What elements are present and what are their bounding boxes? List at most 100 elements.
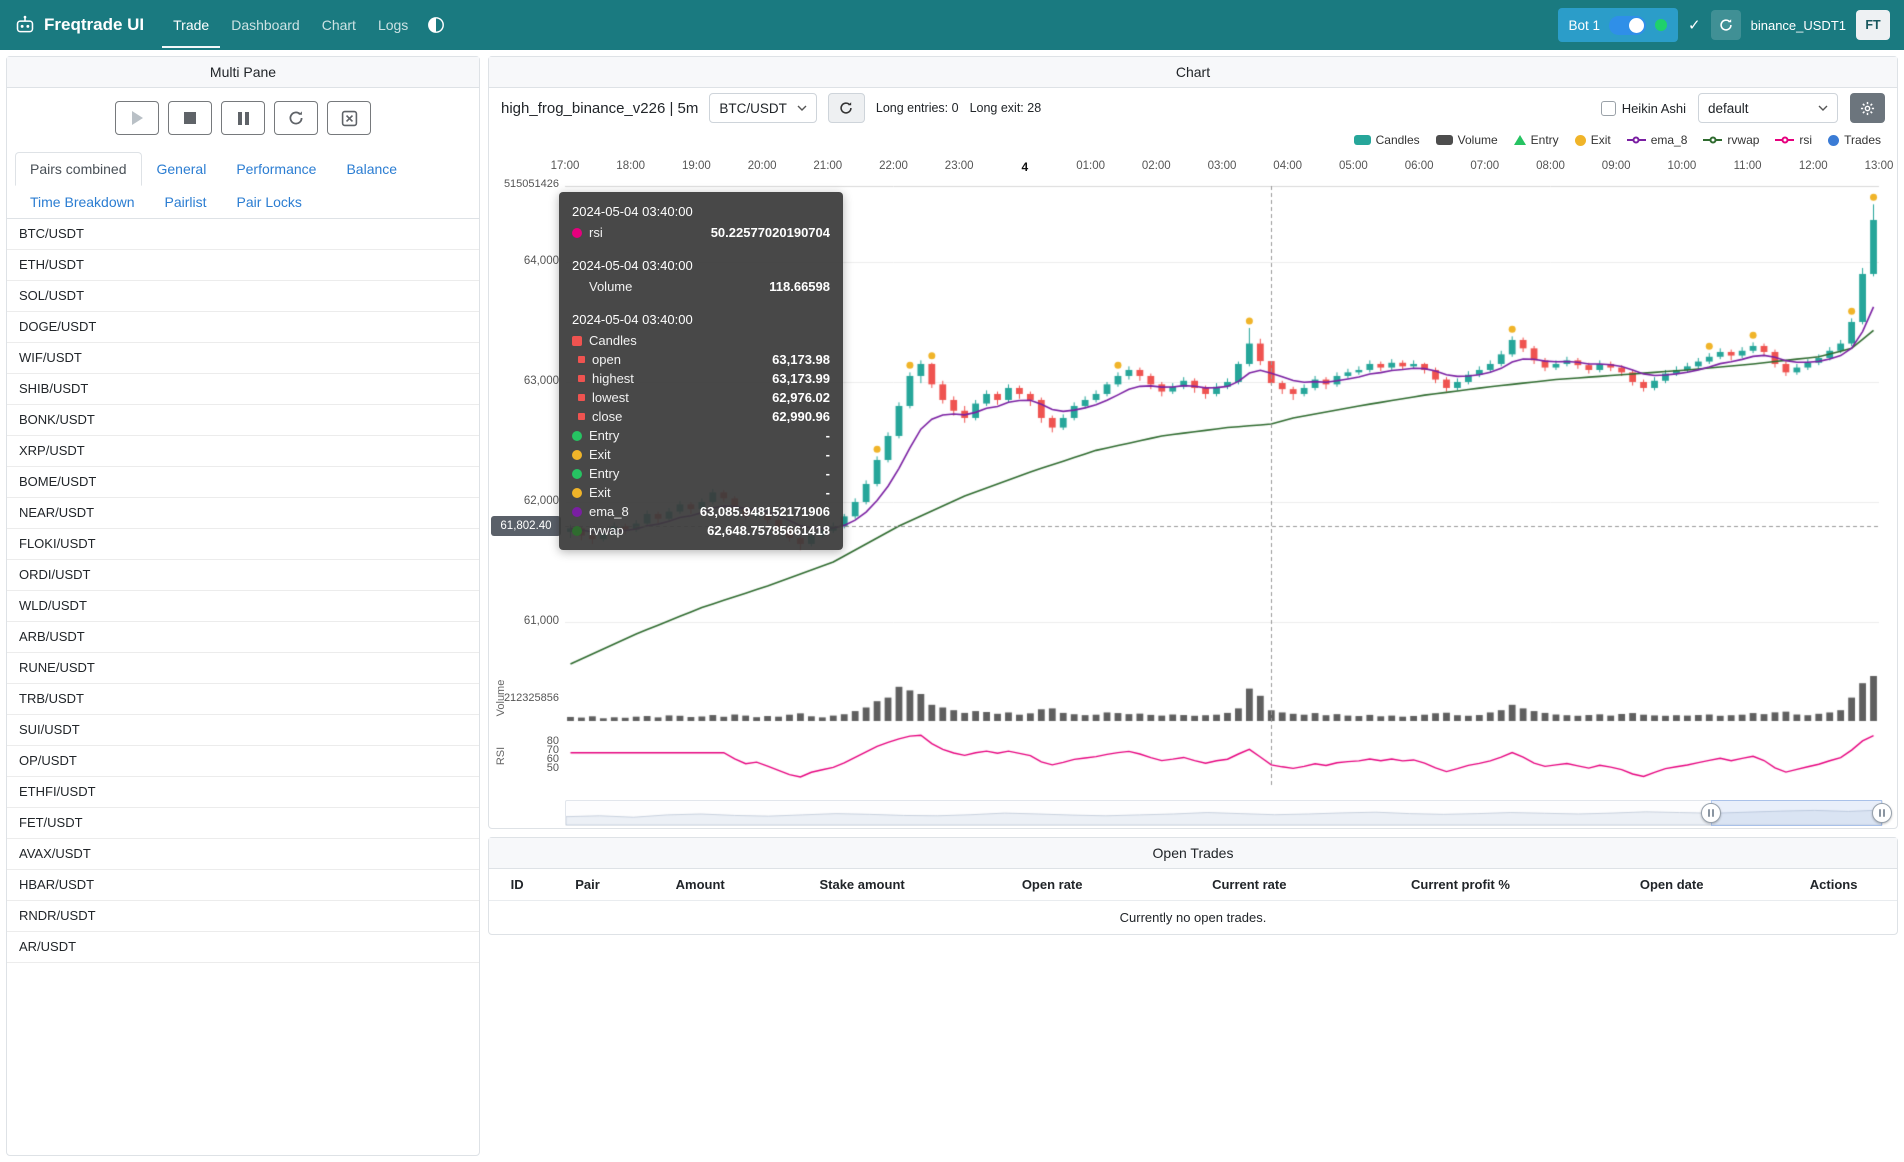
legend-item-ema-8[interactable]: ema_8 — [1626, 133, 1688, 147]
nav-item-trade[interactable]: Trade — [162, 2, 221, 48]
pair-list-item[interactable]: AVAX/USDT — [7, 839, 479, 870]
tooltip-value: 63,173.98 — [772, 352, 830, 367]
datazoom-right-handle[interactable] — [1872, 803, 1892, 823]
pair-list-item[interactable]: SUI/USDT — [7, 715, 479, 746]
column-current-rate: Current rate — [1150, 869, 1348, 901]
legend-item-trades[interactable]: Trades — [1828, 133, 1881, 147]
stop-button[interactable] — [168, 101, 212, 135]
nav-item-dashboard[interactable]: Dashboard — [231, 17, 300, 33]
legend-item-rvwap[interactable]: rvwap — [1703, 133, 1759, 147]
brand[interactable]: Freqtrade UI — [14, 14, 144, 36]
datazoom-slider[interactable] — [565, 800, 1892, 826]
nav-item-logs[interactable]: Logs — [377, 17, 409, 33]
column-actions: Actions — [1770, 869, 1897, 901]
pair-list-item[interactable]: FET/USDT — [7, 808, 479, 839]
pair-list-item[interactable]: ARB/USDT — [7, 622, 479, 653]
pair-list: BTC/USDT ETH/USDT SOL/USDT DOGE/USDT WIF/USD… — [7, 219, 479, 963]
candles-legend-icon — [1353, 135, 1371, 145]
chevron-down-icon — [1818, 105, 1828, 111]
theme-moon-icon — [428, 17, 445, 33]
long-exits-count: Long exit: 28 — [969, 101, 1042, 115]
theme-toggle-button[interactable] — [427, 16, 445, 34]
plot-config-select[interactable]: default — [1698, 93, 1838, 123]
tab-pair-locks[interactable]: Pair Locks — [236, 194, 302, 210]
tab-time-breakdown[interactable]: Time Breakdown — [30, 194, 135, 210]
pair-list-item[interactable]: HBAR/USDT — [7, 870, 479, 901]
pair-list-item[interactable]: SHIB/USDT — [7, 374, 479, 405]
tooltip-row-lowest: lowest 62,976.02 — [572, 388, 830, 407]
pair-list-item[interactable]: FLOKI/USDT — [7, 529, 479, 560]
chart-panel-header: Chart — [489, 57, 1897, 88]
tooltip-label: lowest — [592, 390, 629, 405]
legend-item-candles[interactable]: Candles — [1353, 133, 1420, 147]
tooltip-row-rsi: rsi 50.22577020190704 — [572, 223, 830, 242]
pair-list-item[interactable]: ETHFI/USDT — [7, 777, 479, 808]
tooltip-label: rsi — [589, 225, 603, 240]
pair-list-item[interactable]: ORDI/USDT — [7, 560, 479, 591]
exit-legend-icon — [1574, 134, 1586, 146]
cancel-orders-button[interactable] — [327, 101, 371, 135]
chevron-down-icon — [797, 105, 807, 111]
pair-list-item[interactable]: NEAR/USDT — [7, 498, 479, 529]
legend-label: Entry — [1530, 133, 1559, 147]
main-content: Multi Pane Pairs combined General Performa… — [0, 50, 1904, 1162]
nav-item-chart[interactable]: Chart — [321, 17, 356, 33]
pair-list-item[interactable]: DOGE/USDT — [7, 312, 479, 343]
pair-list-item[interactable]: AR/USDT — [7, 932, 479, 963]
tooltip-label: Entry — [589, 428, 620, 443]
pair-list-item[interactable]: RUNE/USDT — [7, 653, 479, 684]
tooltip-label: highest — [592, 371, 634, 386]
pair-select[interactable]: BTC/USDT — [709, 93, 817, 123]
chart-legend: Candles Volume Entry Exit ema_8 rvwap rsi Trade… — [489, 128, 1897, 152]
tab-general[interactable]: General — [156, 161, 207, 177]
trades-legend-icon — [1828, 134, 1840, 146]
pair-list-item[interactable]: TRB/USDT — [7, 684, 479, 715]
pair-list-item[interactable]: BOME/USDT — [7, 467, 479, 498]
login-name: binance_USDT1 — [1750, 17, 1846, 33]
pair-list-item[interactable]: XRP/USDT — [7, 436, 479, 467]
bot-selector[interactable]: Bot 1 — [1557, 8, 1679, 42]
pair-list-item[interactable]: SOL/USDT — [7, 281, 479, 312]
tooltip-label: open — [592, 352, 621, 367]
pair-list-item[interactable]: RNDR/USDT — [7, 901, 479, 932]
pair-list-item[interactable]: WIF/USDT — [7, 343, 479, 374]
start-button[interactable] — [115, 101, 159, 135]
tooltip-value: 62,976.02 — [772, 390, 830, 405]
datazoom-left-handle[interactable] — [1700, 803, 1721, 823]
tab-balance[interactable]: Balance — [346, 161, 398, 177]
bot-ok-check-icon: ✓ — [1688, 17, 1701, 34]
pause-button[interactable] — [221, 101, 265, 135]
reload-config-button[interactable] — [274, 101, 318, 135]
rsi-marker-icon — [572, 227, 582, 238]
pair-list-item[interactable]: BTC/USDT — [7, 219, 479, 250]
pair-list-item[interactable]: BONK/USDT — [7, 405, 479, 436]
tooltip-timestamp: 2024-05-04 03:40:00 — [572, 204, 693, 219]
tooltip-value: 62,990.96 — [772, 409, 830, 424]
legend-item-entry[interactable]: Entry — [1513, 133, 1559, 147]
right-column: Chart high_frog_binance_v226 | 5m BTC/US… — [488, 56, 1898, 1156]
tooltip-value: 118.66598 — [769, 279, 830, 294]
pair-list-item[interactable]: ETH/USDT — [7, 250, 479, 281]
datazoom-window[interactable] — [1710, 800, 1882, 826]
close-marker-icon — [578, 413, 585, 420]
heikin-ashi-checkbox[interactable] — [1600, 100, 1616, 116]
plot-settings-button[interactable] — [1850, 93, 1885, 123]
tooltip-row-candles: Candles — [572, 331, 830, 350]
pair-list-item[interactable]: OP/USDT — [7, 746, 479, 777]
chart-toolbar-right: Heikin Ashi default — [1600, 93, 1885, 123]
legend-item-volume[interactable]: Volume — [1435, 133, 1498, 147]
legend-item-rsi[interactable]: rsi — [1775, 133, 1812, 147]
refresh-chart-button[interactable] — [827, 93, 865, 123]
tab-performance[interactable]: Performance — [236, 161, 317, 177]
bot-toggle-switch[interactable] — [1609, 15, 1647, 35]
close-square-icon — [341, 110, 357, 126]
user-avatar[interactable]: FT — [1856, 10, 1890, 40]
tab-pairs-combined[interactable]: Pairs combined — [15, 152, 142, 186]
reload-bot-button[interactable] — [1710, 10, 1741, 40]
legend-item-exit[interactable]: Exit — [1574, 133, 1611, 147]
tooltip-label: Candles — [589, 333, 637, 348]
legend-label: ema_8 — [1650, 133, 1688, 147]
pair-list-item[interactable]: WLD/USDT — [7, 591, 479, 622]
tab-pairlist[interactable]: Pairlist — [164, 194, 207, 210]
tooltip-row-rvwap: rvwap 62,648.75785661418 — [572, 521, 830, 540]
